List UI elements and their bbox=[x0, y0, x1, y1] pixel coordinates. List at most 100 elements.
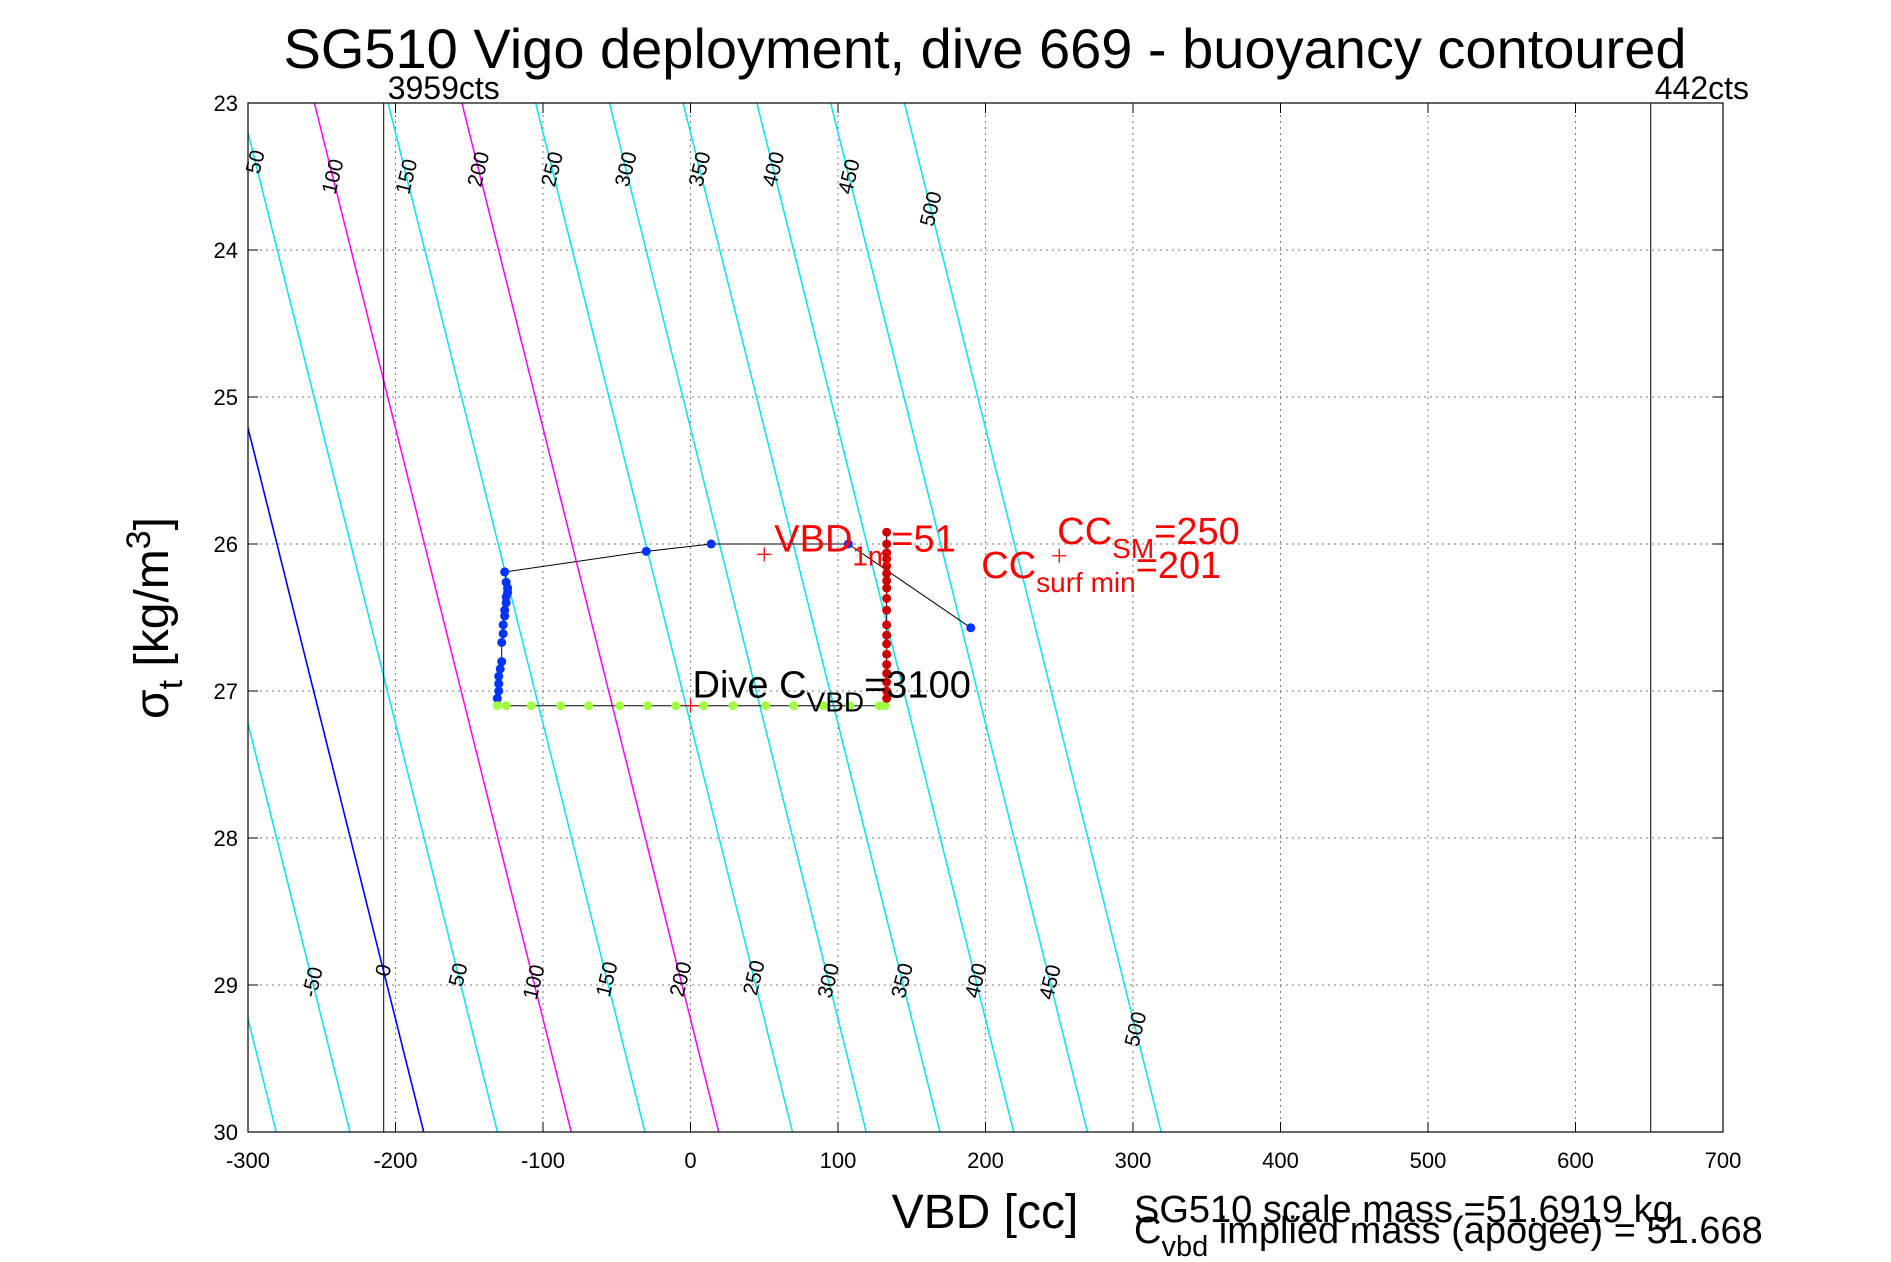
contour-line bbox=[903, 103, 1162, 1132]
data-point bbox=[699, 701, 709, 711]
data-point bbox=[882, 568, 892, 578]
contour-label: 400 bbox=[961, 961, 992, 1001]
data-point bbox=[498, 629, 508, 639]
x-tick-label: -100 bbox=[521, 1148, 565, 1173]
marker-label-value: =201 bbox=[1136, 545, 1222, 587]
contour-label: 200 bbox=[666, 959, 697, 999]
contour-label: 150 bbox=[392, 157, 423, 197]
y-axis-label-unit: [kg/m bbox=[126, 549, 179, 680]
y-axis-label-sub: t bbox=[152, 679, 190, 689]
y-tick-label: 24 bbox=[214, 238, 238, 263]
data-point bbox=[643, 701, 653, 711]
data-point bbox=[966, 623, 976, 633]
marker-label-sub: VBD bbox=[807, 687, 865, 718]
contour-label: 450 bbox=[834, 157, 865, 197]
data-point bbox=[761, 701, 771, 711]
data-point bbox=[492, 701, 502, 711]
data-point bbox=[501, 598, 511, 608]
y-axis-label: σt [kg/m3] bbox=[120, 517, 190, 719]
data-point bbox=[882, 576, 892, 586]
count-line-label: 442cts bbox=[1655, 70, 1749, 106]
footer-implied-mass: Cvbd implied mass (apogee) = 51.668 bbox=[1134, 1210, 1763, 1262]
contour-label: 500 bbox=[916, 189, 947, 229]
y-axis-label-base: σ bbox=[126, 689, 179, 719]
contour-line bbox=[248, 424, 425, 1132]
marker-label: Dive CVBD=3100 bbox=[693, 665, 971, 718]
y-axis-label-close: ] bbox=[126, 517, 179, 530]
contour-label: 50 bbox=[445, 961, 473, 989]
x-tick-label: 700 bbox=[1705, 1148, 1742, 1173]
x-tick-label: 400 bbox=[1262, 1148, 1299, 1173]
count-lines: 3959cts 442cts bbox=[383, 70, 1749, 1132]
marker-label-value: =51 bbox=[891, 518, 955, 560]
data-point bbox=[882, 649, 892, 659]
contour-label: 350 bbox=[685, 149, 716, 189]
contour-line bbox=[387, 103, 646, 1132]
dive-series bbox=[492, 527, 976, 711]
contour-line bbox=[829, 103, 1089, 1132]
marker-label: CCsurf min=201 bbox=[981, 545, 1221, 598]
data-point bbox=[882, 677, 892, 687]
data-point bbox=[500, 611, 510, 621]
data-point bbox=[584, 701, 594, 711]
data-point bbox=[500, 567, 510, 577]
contour-label: -50 bbox=[298, 965, 328, 1000]
buoyancy-contours bbox=[0, 103, 1162, 1132]
data-point bbox=[789, 701, 799, 711]
x-tick-label: 0 bbox=[684, 1148, 696, 1173]
data-point bbox=[882, 554, 892, 564]
contour-label: 200 bbox=[463, 149, 494, 189]
y-tick-label: 28 bbox=[214, 826, 238, 851]
data-point bbox=[495, 664, 505, 674]
y-tick-label: 27 bbox=[214, 679, 238, 704]
footer-implied-mass-rest: implied mass (apogee) = 51.668 bbox=[1208, 1210, 1763, 1252]
contour-label: 500 bbox=[1121, 1009, 1152, 1049]
marker-label-sub: 1m bbox=[852, 540, 891, 571]
data-point bbox=[728, 701, 738, 711]
data-point bbox=[882, 686, 892, 696]
data-point bbox=[497, 657, 507, 667]
data-point bbox=[882, 693, 892, 703]
data-point bbox=[882, 620, 892, 630]
data-point bbox=[556, 701, 566, 711]
data-point bbox=[494, 679, 504, 689]
data-point bbox=[845, 701, 855, 711]
data-point bbox=[843, 539, 853, 549]
x-tick-label: 300 bbox=[1115, 1148, 1152, 1173]
contour-label: 150 bbox=[592, 959, 623, 999]
data-point bbox=[882, 593, 892, 603]
footer-scale-mass: SG510 scale mass =51.6919 kg bbox=[1134, 1189, 1674, 1231]
data-point bbox=[882, 527, 892, 537]
x-tick-label: -200 bbox=[373, 1148, 417, 1173]
footer-implied-mass-main: C bbox=[1134, 1210, 1161, 1252]
data-point bbox=[882, 605, 892, 615]
contour-line bbox=[608, 103, 867, 1132]
data-point bbox=[880, 701, 890, 711]
y-tick-label: 23 bbox=[214, 91, 238, 116]
footer-implied-mass-sub: vbd bbox=[1161, 1231, 1208, 1262]
marker-label-value: =3100 bbox=[864, 665, 971, 707]
contour-label: 400 bbox=[758, 149, 789, 189]
data-point bbox=[494, 671, 504, 681]
contour-label: 300 bbox=[814, 961, 845, 1001]
contour-line bbox=[461, 103, 720, 1132]
contour-line bbox=[0, 103, 55, 1132]
data-point bbox=[882, 639, 892, 649]
y-tick-label: 29 bbox=[214, 973, 238, 998]
data-point bbox=[501, 701, 511, 711]
contour-label: 100 bbox=[318, 157, 349, 197]
data-point bbox=[818, 701, 828, 711]
y-tick-label: 25 bbox=[214, 385, 238, 410]
data-point bbox=[882, 668, 892, 678]
contour-line bbox=[682, 103, 941, 1132]
contour-label: 250 bbox=[739, 958, 770, 998]
data-point bbox=[494, 686, 504, 696]
contour-label: 300 bbox=[611, 149, 642, 189]
marker-label: CCSM=250 bbox=[1057, 511, 1239, 564]
data-point bbox=[882, 660, 892, 670]
data-point bbox=[706, 539, 716, 549]
chart-title: SG510 Vigo deployment, dive 669 - buoyan… bbox=[283, 17, 1686, 80]
x-tick-label: 100 bbox=[820, 1148, 857, 1173]
